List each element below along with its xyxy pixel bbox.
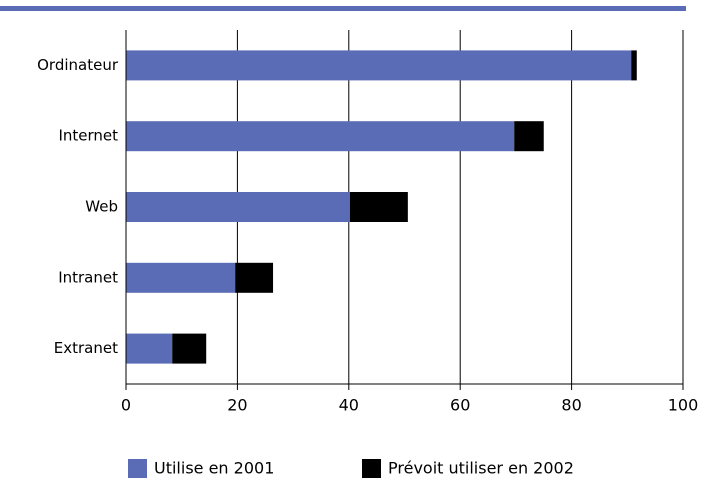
- header-band: [0, 6, 686, 11]
- x-tick-label: 80: [561, 396, 581, 415]
- y-tick-label: Extranet: [54, 339, 118, 357]
- y-tick-label: Web: [85, 198, 118, 216]
- x-tick-label: 20: [227, 396, 247, 415]
- y-tick-label: Ordinateur: [37, 56, 119, 74]
- bar-segment: [126, 333, 173, 364]
- legend-swatch: [362, 459, 381, 478]
- x-tick-label: 0: [121, 396, 131, 415]
- bar-segment: [126, 192, 350, 222]
- bar-segment: [631, 50, 637, 81]
- x-tick-label: 60: [450, 396, 470, 415]
- bar-segment: [126, 121, 515, 152]
- y-tick-label: Intranet: [58, 268, 118, 286]
- x-tick-label: 100: [668, 396, 699, 415]
- legend-label: Utilise en 2001: [154, 459, 274, 478]
- bar-segment: [172, 333, 207, 364]
- y-tick-label: Internet: [58, 127, 118, 145]
- bar-segment: [126, 262, 236, 293]
- legend-swatch: [128, 459, 147, 478]
- x-tick-label: 40: [339, 396, 359, 415]
- bar-segment: [126, 50, 632, 81]
- bar-segment: [235, 262, 274, 293]
- legend-label: Prévoit utiliser en 2002: [388, 459, 574, 478]
- bar-segment: [514, 121, 544, 152]
- bar-segment: [349, 192, 408, 222]
